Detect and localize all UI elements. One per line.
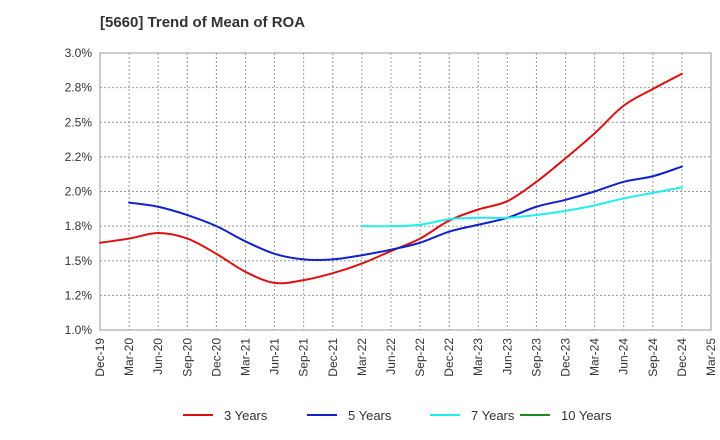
x-tick-label: Dec-24 — [675, 338, 689, 377]
legend-label-3-years: 3 Years — [224, 408, 268, 423]
x-tick-label: Dec-19 — [93, 338, 107, 377]
x-tick-label: Sep-22 — [413, 338, 427, 377]
legend: 3 Years 5 Years 7 Years 10 Years — [183, 408, 612, 423]
x-tick-label: Dec-22 — [442, 338, 456, 377]
x-tick-label: Dec-21 — [326, 338, 340, 377]
legend-label-5-years: 5 Years — [348, 408, 392, 423]
x-tick-label: Sep-21 — [297, 338, 311, 377]
chart-title: [5660] Trend of Mean of ROA — [100, 14, 306, 31]
series-line-3-years — [99, 72, 683, 285]
x-tick-label: Jun-20 — [151, 338, 165, 375]
x-tick-label: Mar-24 — [588, 338, 602, 376]
y-tick-label: 1.8% — [65, 219, 93, 233]
x-tick-label: Mar-21 — [238, 338, 252, 376]
x-tick-label: Mar-23 — [471, 338, 485, 376]
series-group — [99, 72, 683, 285]
x-tick-label: Jun-22 — [384, 338, 398, 375]
x-axis: Dec-19 Mar-20 Jun-20 Sep-20 Dec-20 Mar-21 Jun-… — [93, 338, 718, 377]
series-line-5-years — [128, 165, 683, 261]
legend-label-10-years: 10 Years — [561, 408, 612, 423]
y-tick-label: 1.2% — [65, 288, 93, 302]
y-tick-label: 1.5% — [65, 254, 93, 268]
y-tick-label: 2.2% — [65, 150, 93, 164]
x-tick-label: Dec-20 — [209, 338, 223, 377]
grid — [100, 52, 711, 331]
x-tick-label: Sep-23 — [529, 338, 543, 377]
y-tick-label: 2.8% — [65, 81, 93, 95]
y-axis: 3.0% 2.8% 2.5% 2.2% 2.0% 1.8% 1.5% 1.2% 1.0% — [65, 46, 93, 337]
x-tick-label: Mar-22 — [355, 338, 369, 376]
x-tick-label: Jun-24 — [617, 338, 631, 375]
x-tick-label: Jun-23 — [500, 338, 514, 375]
x-tick-label: Dec-23 — [559, 338, 573, 377]
series-line-7-years — [360, 186, 683, 228]
x-tick-label: Sep-20 — [180, 338, 194, 377]
y-tick-label: 1.0% — [65, 323, 93, 337]
x-tick-label: Jun-21 — [268, 338, 282, 375]
x-tick-label: Mar-25 — [704, 338, 718, 376]
x-tick-label: Mar-20 — [122, 338, 136, 376]
x-tick-label: Sep-24 — [646, 338, 660, 377]
y-tick-label: 2.0% — [65, 185, 93, 199]
y-tick-label: 2.5% — [65, 115, 93, 129]
legend-label-7-years: 7 Years — [471, 408, 515, 423]
y-tick-label: 3.0% — [65, 46, 93, 60]
